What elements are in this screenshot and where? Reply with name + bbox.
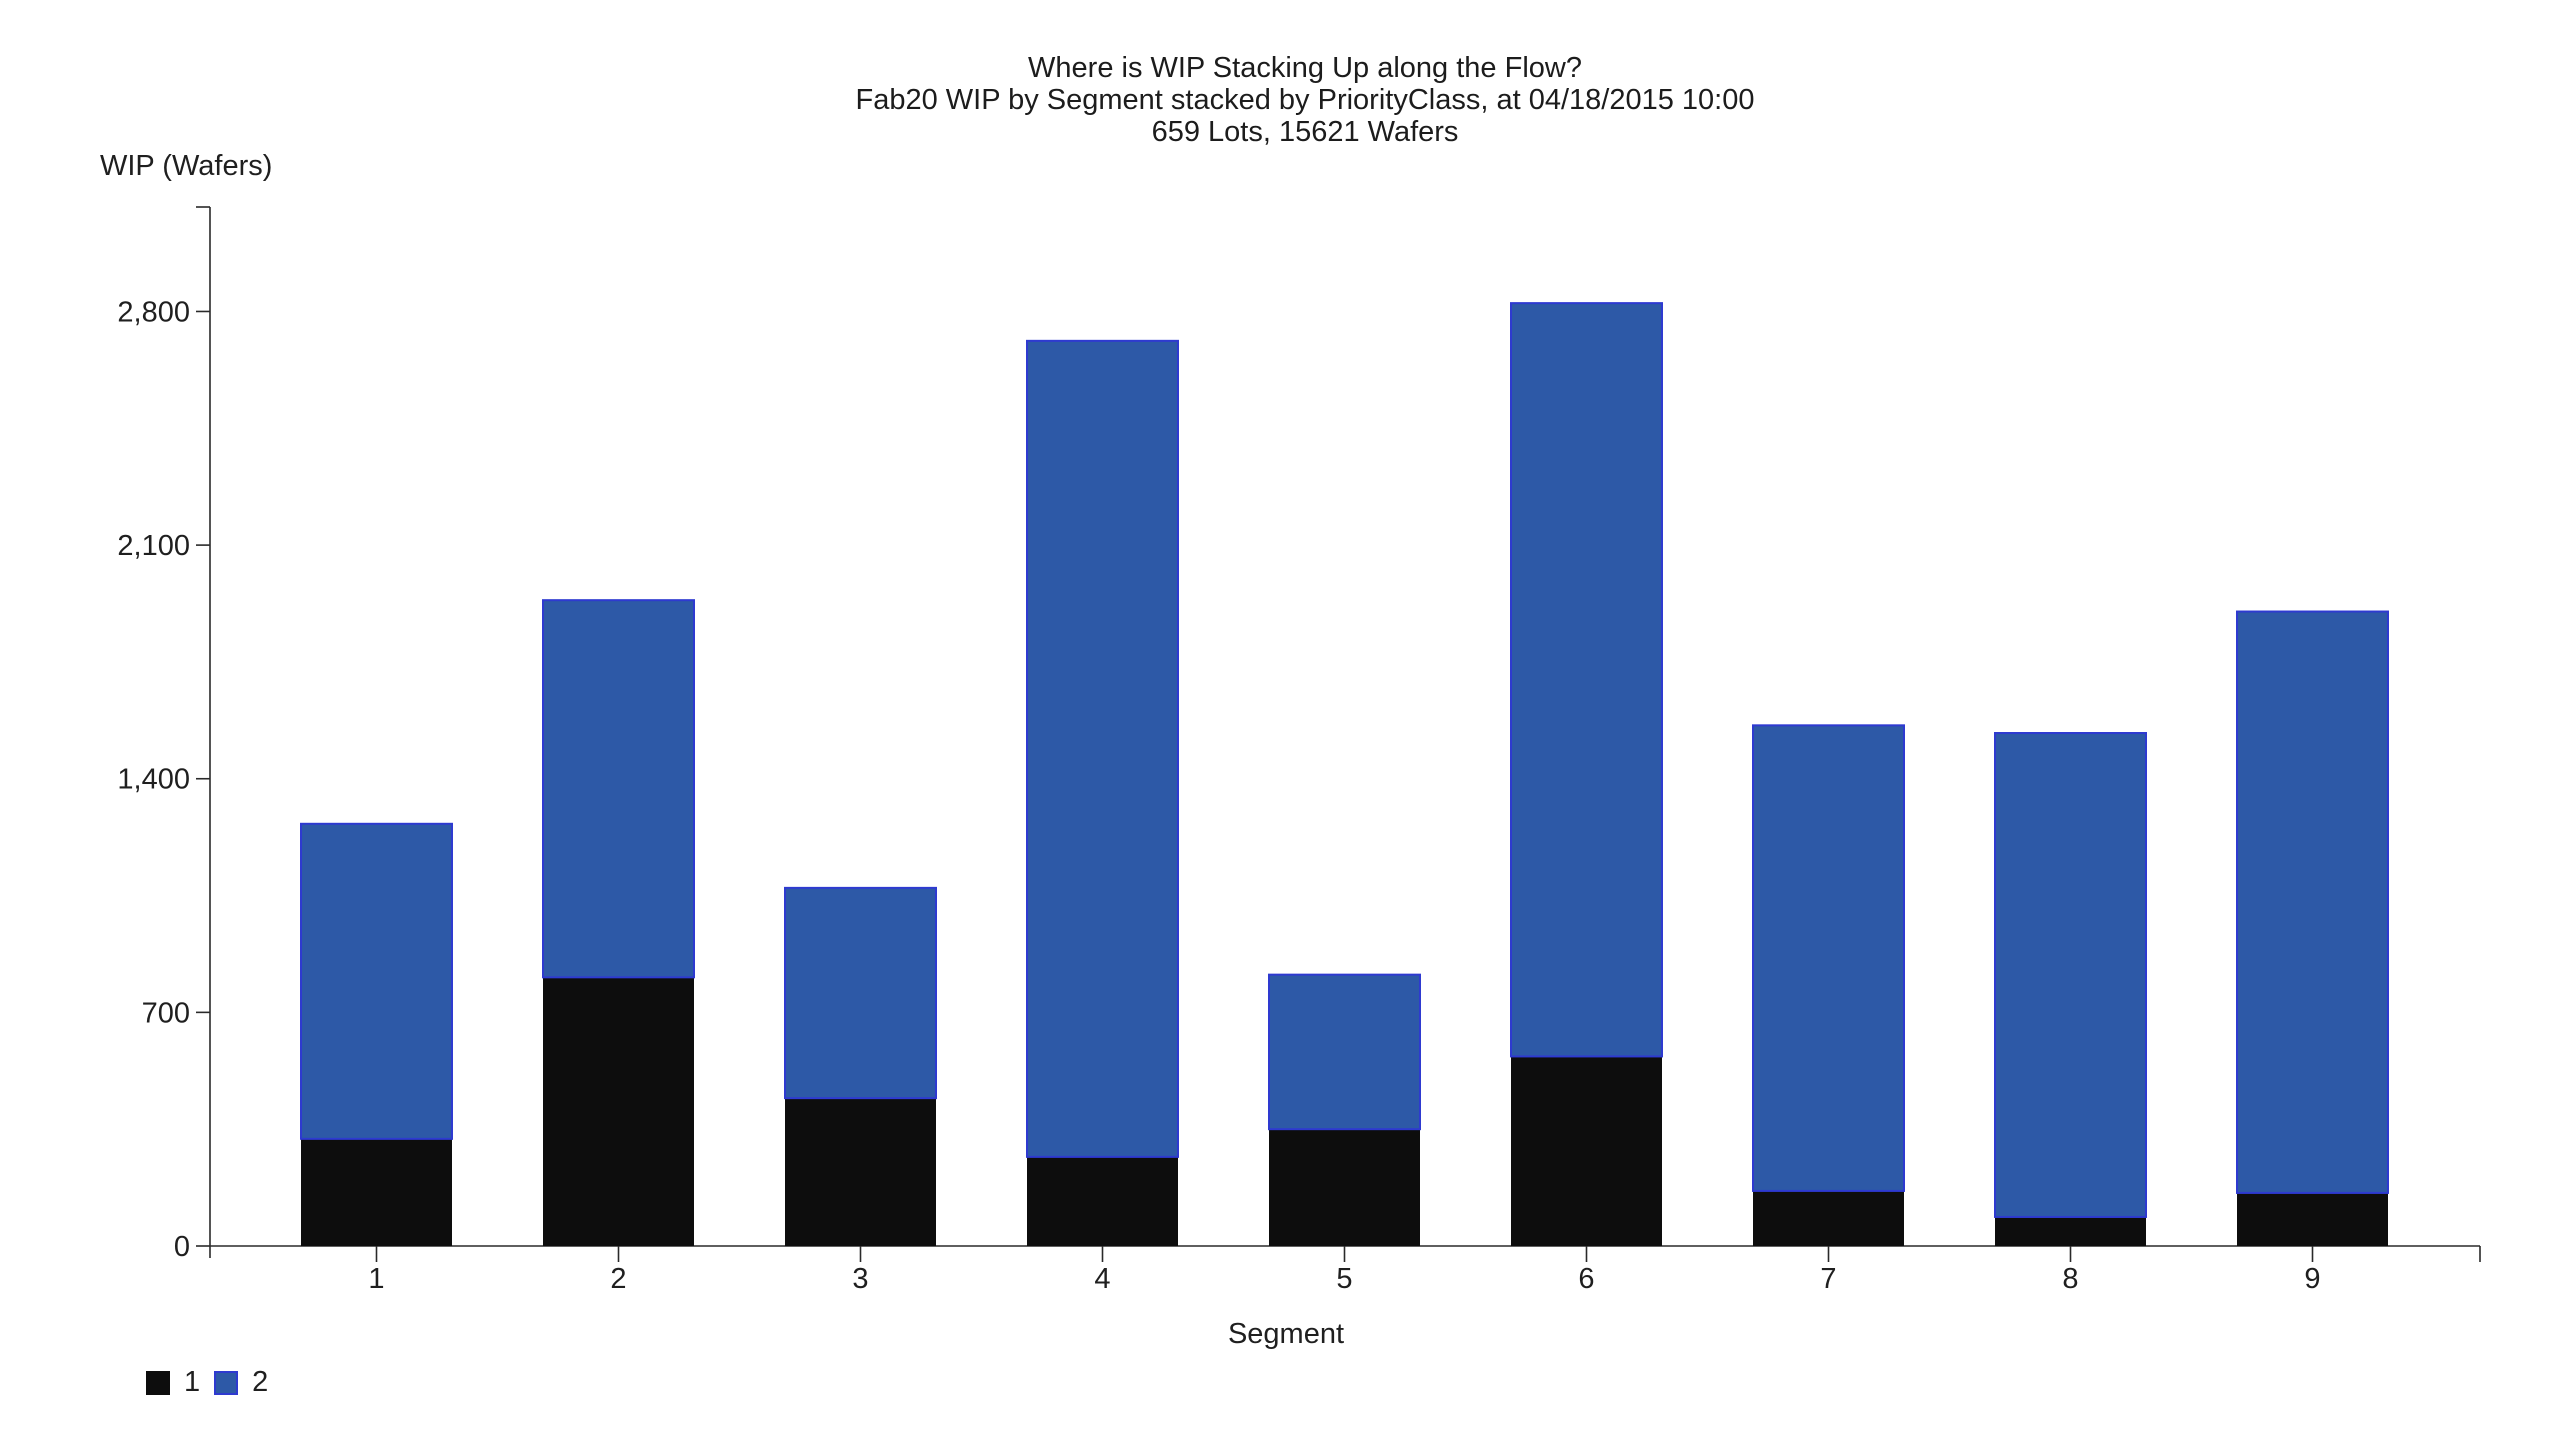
- legend-label-priority-2[interactable]: 2: [252, 1366, 269, 1398]
- y-tick-label: 1,400: [117, 764, 190, 796]
- x-category-label: 7: [1820, 1263, 1836, 1295]
- x-axis-title: Segment: [1227, 1318, 1345, 1350]
- x-category-label: 5: [1336, 1263, 1352, 1295]
- bar-segment-3-series-1[interactable]: [785, 1098, 936, 1246]
- x-category-label: 3: [852, 1263, 868, 1295]
- bar-segment-2-series-1[interactable]: [543, 977, 694, 1246]
- bar-segment-5-series-1[interactable]: [1269, 1129, 1420, 1246]
- bar-segment-7-series-1[interactable]: [1753, 1190, 1904, 1246]
- bar-segment-1-series-2[interactable]: [300, 822, 453, 1140]
- chart-subtitle-counts: 659 Lots, 15621 Wafers: [1151, 116, 1459, 148]
- legend-swatch-priority-2[interactable]: [214, 1370, 239, 1395]
- y-tick-label: 700: [142, 997, 190, 1029]
- y-tick-label: 0: [174, 1231, 190, 1263]
- x-category-label: 6: [1578, 1263, 1594, 1295]
- x-category-label: 2: [610, 1263, 626, 1295]
- legend-swatch-priority-1[interactable]: [146, 1370, 170, 1395]
- y-axis-title: WIP (Wafers): [100, 150, 273, 182]
- bar-segment-6-series-2[interactable]: [1510, 302, 1663, 1058]
- bar-segment-4-series-2[interactable]: [1026, 339, 1179, 1158]
- x-category-label: 4: [1094, 1263, 1110, 1295]
- y-tick-label: 2,100: [117, 530, 190, 562]
- bar-segment-2-series-2[interactable]: [542, 599, 695, 979]
- bar-segment-6-series-1[interactable]: [1511, 1056, 1662, 1246]
- chart-subtitle: Fab20 WIP by Segment stacked by Priority…: [855, 84, 1755, 116]
- x-category-label: 1: [368, 1263, 384, 1295]
- bar-segment-8-series-2[interactable]: [1994, 732, 2147, 1218]
- bar-segment-4-series-1[interactable]: [1027, 1156, 1178, 1246]
- legend: 1 2: [146, 1366, 268, 1399]
- bar-segment-9-series-1[interactable]: [2237, 1192, 2388, 1246]
- x-category-label: 8: [2062, 1263, 2078, 1295]
- bar-segment-1-series-1[interactable]: [301, 1138, 452, 1246]
- chart-title-block: Where is WIP Stacking Up along the Flow?…: [20, 52, 2570, 148]
- chart-title: Where is WIP Stacking Up along the Flow?: [1028, 52, 1582, 84]
- bar-segment-5-series-2[interactable]: [1268, 973, 1421, 1131]
- bar-segment-7-series-2[interactable]: [1752, 724, 1905, 1192]
- x-category-label: 9: [2304, 1263, 2320, 1295]
- legend-label-priority-1[interactable]: 1: [184, 1366, 201, 1398]
- bar-segment-3-series-2[interactable]: [784, 886, 937, 1100]
- bar-segment-8-series-1[interactable]: [1995, 1216, 2146, 1246]
- bar-segment-9-series-2[interactable]: [2236, 610, 2389, 1194]
- y-tick-label: 2,800: [117, 296, 190, 328]
